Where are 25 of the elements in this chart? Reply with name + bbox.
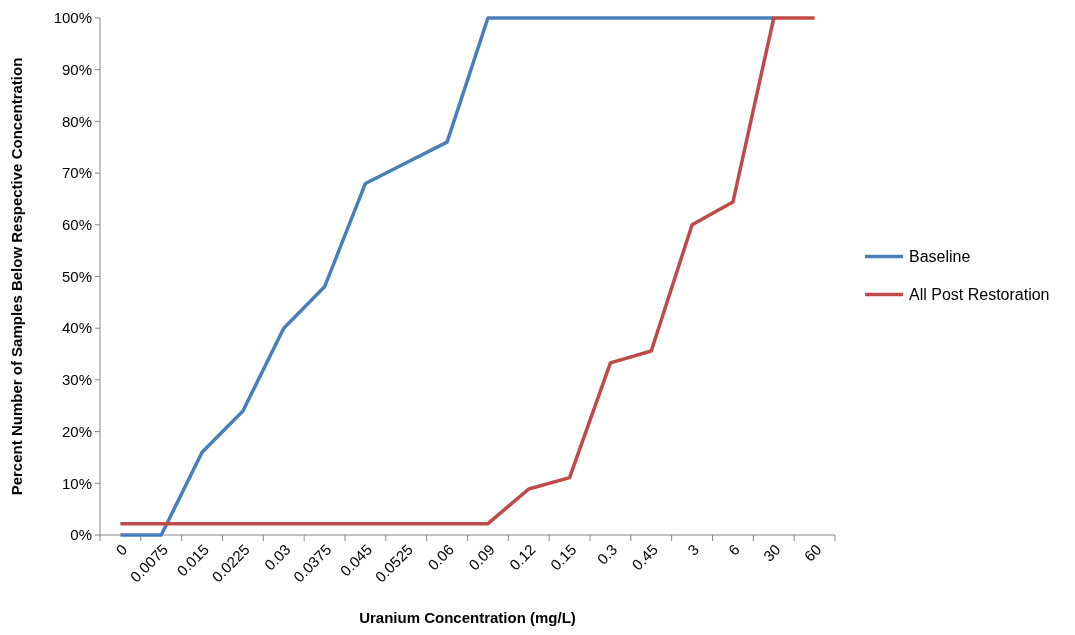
y-tick-label: 60%	[61, 216, 92, 234]
x-tick-label: 60	[800, 540, 825, 565]
y-axis-title: Percent Number of Samples Below Respective Concentration	[8, 57, 25, 496]
y-tick-label: 20%	[61, 422, 92, 440]
y-tick-label: 10%	[61, 474, 92, 492]
legend-label: All Post Restoration	[909, 286, 1050, 304]
y-tick-label: 100%	[53, 9, 92, 27]
x-tick-label: 0.06	[424, 540, 457, 574]
x-tick-label: 3	[684, 540, 702, 559]
y-tick-label: 80%	[61, 112, 92, 130]
y-tick-label: 90%	[61, 60, 92, 78]
legend-label: Baseline	[909, 248, 971, 266]
x-axis-title: Uranium Concentration (mg/L)	[359, 609, 576, 626]
x-tick-label: 0	[112, 540, 131, 559]
x-tick-label: 30	[759, 540, 784, 565]
y-tick-label: 0%	[70, 526, 92, 544]
x-tick-label: 0.03	[260, 540, 294, 574]
x-tick-label: 0.3	[593, 540, 621, 568]
x-tick-label: 0.09	[465, 540, 498, 574]
y-tick-label: 40%	[61, 319, 92, 337]
x-tick-label: 6	[724, 540, 743, 559]
x-tick-label: 0.12	[505, 540, 539, 574]
y-tick-label: 70%	[61, 164, 92, 182]
y-tick-label: 50%	[61, 267, 92, 285]
y-tick-label: 30%	[61, 371, 92, 389]
